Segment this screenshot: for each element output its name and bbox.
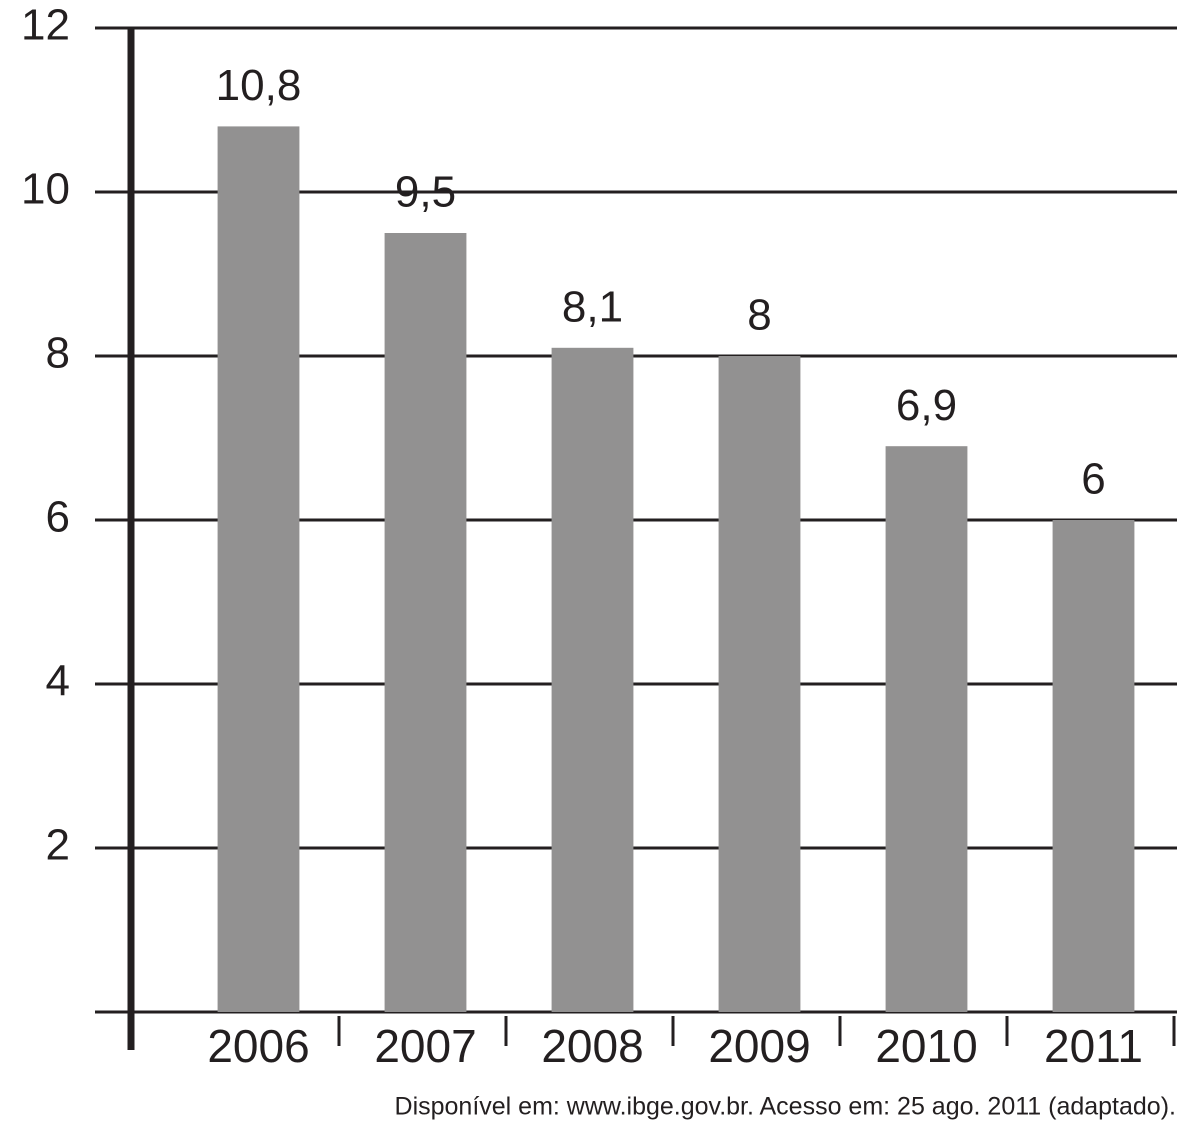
x-tick-label: 2008 (541, 1020, 643, 1072)
y-tick-label: 6 (46, 493, 70, 542)
y-tick-label: 10 (21, 165, 70, 214)
source-note: Disponível em: www.ibge.gov.br. Acesso e… (395, 1093, 1176, 1121)
y-tick-label: 8 (46, 329, 70, 378)
value-label: 8,1 (562, 282, 623, 331)
bar (217, 126, 300, 1012)
x-tick-label: 2006 (207, 1020, 309, 1072)
value-label: 6 (1081, 455, 1105, 504)
y-tick-label: 2 (46, 821, 70, 870)
x-tick-label: 2010 (875, 1020, 977, 1072)
x-tick-label: 2009 (708, 1020, 810, 1072)
bar (885, 446, 968, 1012)
y-tick-label: 4 (46, 657, 70, 706)
bar (384, 233, 467, 1012)
bar (551, 347, 634, 1012)
bar (718, 356, 801, 1012)
value-label: 6,9 (896, 381, 957, 430)
bar (1052, 520, 1135, 1012)
value-label: 10,8 (216, 61, 302, 110)
value-label: 8 (747, 291, 771, 340)
value-label: 9,5 (395, 168, 456, 217)
y-tick-label: 12 (21, 1, 70, 50)
x-tick-label: 2007 (374, 1020, 476, 1072)
x-tick-label: 2011 (1044, 1020, 1143, 1072)
